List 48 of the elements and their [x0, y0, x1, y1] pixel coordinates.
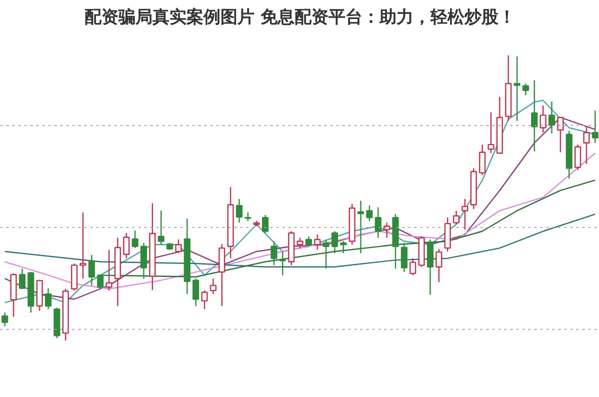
candlestick — [548, 100, 556, 134]
candlestick — [97, 274, 104, 289]
candlestick — [540, 104, 546, 134]
candlestick — [322, 238, 330, 270]
candlestick — [158, 210, 164, 246]
candlestick — [262, 214, 269, 234]
candlestick — [201, 290, 208, 310]
candlestick — [410, 258, 416, 276]
candlestick — [175, 238, 182, 254]
candlestick — [514, 56, 520, 122]
candlestick — [88, 254, 95, 286]
candlestick — [384, 222, 390, 238]
candlestick — [531, 80, 538, 152]
candlestick — [357, 200, 364, 254]
candlestick — [140, 242, 148, 280]
candlestick — [279, 250, 286, 276]
candlestick — [557, 116, 564, 153]
candlestick — [574, 144, 582, 171]
candlestick — [400, 242, 408, 273]
candlestick — [331, 230, 338, 254]
candlestick — [366, 204, 373, 222]
candlestick — [132, 230, 138, 249]
candlestick — [71, 262, 78, 292]
candlestick — [522, 82, 529, 96]
candlestick — [192, 278, 200, 307]
candlestick — [592, 110, 598, 144]
chart-title: 配资骗局真实案例图片 免息配资平台：助力，轻松炒股！ — [84, 6, 516, 28]
candlestick — [305, 236, 312, 247]
candlestick — [374, 206, 382, 238]
candlestick — [314, 234, 321, 250]
candlestick — [236, 198, 243, 224]
candlestick — [2, 312, 8, 327]
candlestick — [270, 240, 278, 266]
candlestick — [123, 232, 130, 259]
candlestick — [218, 243, 226, 307]
candlestick — [479, 144, 486, 176]
candlestick — [210, 278, 216, 295]
candlestick — [296, 237, 304, 249]
candlestick — [583, 125, 590, 165]
candlestick — [436, 248, 442, 283]
candlestick — [80, 212, 86, 280]
candlestick — [44, 288, 52, 310]
candlestick — [452, 210, 460, 226]
candlestick — [106, 249, 112, 292]
candlestick — [18, 268, 26, 290]
candlestick — [340, 240, 347, 254]
candlestick — [462, 198, 468, 230]
candlestick — [488, 112, 494, 154]
